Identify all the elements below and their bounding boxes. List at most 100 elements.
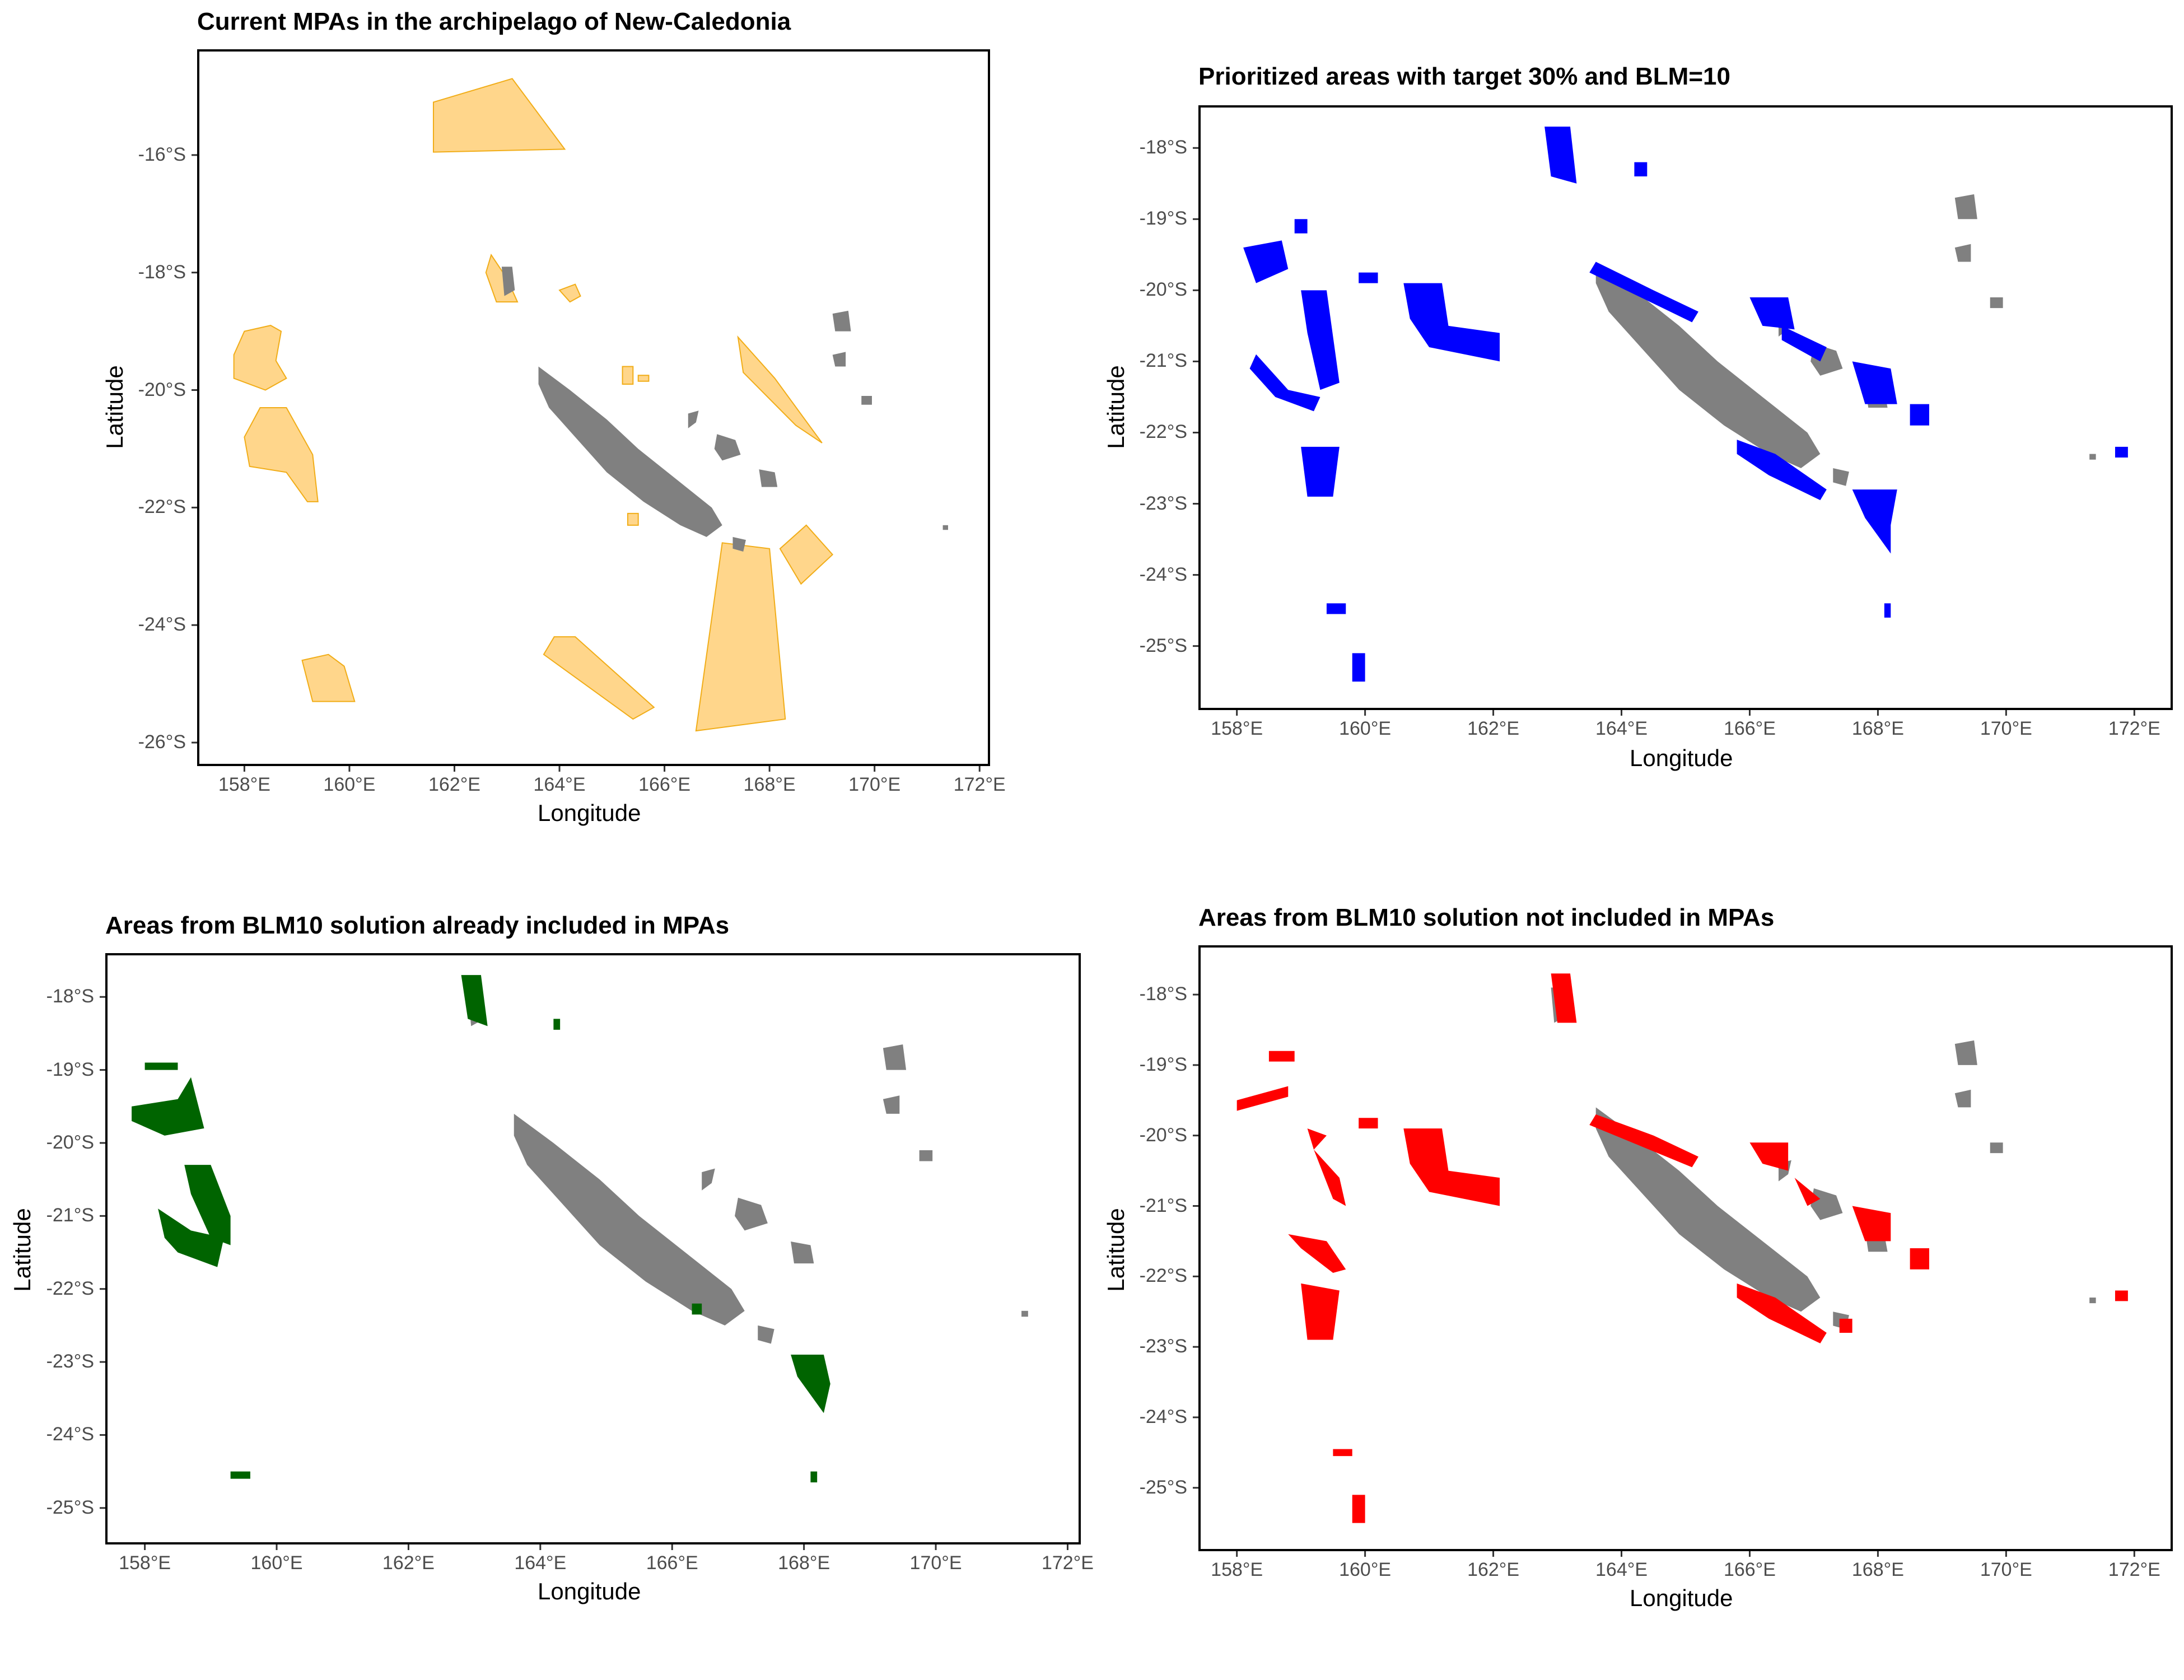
y-tick-label: -25°S [46, 1496, 94, 1518]
x-tick-label: 168°E [1851, 1559, 1904, 1580]
vanuatu-south-2 [1954, 1089, 1971, 1108]
included-area-patch [692, 1303, 702, 1315]
mare-island [759, 469, 778, 487]
not-included-area-patch [1794, 1178, 1821, 1206]
y-tick-label: -19°S [46, 1058, 94, 1080]
mare-island [791, 1241, 814, 1264]
y-tick-label: -25°S [1139, 634, 1187, 656]
x-tick-label: 172°E [1041, 1552, 1094, 1574]
x-tick-label: 170°E [909, 1552, 962, 1574]
prioritized-area-patch [1589, 262, 1698, 323]
y-tick-label: -23°S [1139, 492, 1187, 514]
vanuatu-south-2 [1954, 244, 1971, 262]
x-tick-label: 158°E [218, 774, 270, 795]
prioritized-area-patch [1352, 653, 1365, 682]
y-tick-label: -24°S [1139, 1406, 1187, 1427]
ouvea-island [702, 1168, 715, 1191]
y-tick-label: -24°S [1139, 563, 1187, 585]
vanuatu-south-1 [1954, 194, 1977, 220]
y-tick-label: -21°S [1139, 1194, 1187, 1216]
x-tick-label: 170°E [1980, 1559, 2032, 1580]
map-frame [1198, 945, 2173, 1551]
y-tick-label: -20°S [138, 379, 186, 400]
x-tick-label: 164°E [1595, 1559, 1648, 1580]
lifou-island [1810, 1188, 1843, 1220]
y-tick-label: -20°S [1139, 279, 1187, 301]
x-tick-label: 160°E [1339, 718, 1392, 739]
prioritized-area-patch [2115, 446, 2128, 458]
included-area-patch [144, 1062, 178, 1070]
y-tick-label: -20°S [1139, 1124, 1187, 1146]
y-tick-label: -20°S [46, 1131, 94, 1153]
included-area-patch [230, 1471, 250, 1479]
isle-of-pines [732, 536, 746, 552]
x-tick-label: 166°E [638, 774, 691, 795]
y-tick-label: -22°S [1139, 1265, 1187, 1287]
y-tick-label: -22°S [1139, 421, 1187, 443]
not-included-area-patch [1314, 1149, 1346, 1206]
grande-terre-island [538, 366, 722, 537]
y-tick-label: -19°S [1139, 208, 1187, 230]
mpa-polygon [637, 375, 650, 382]
prioritized-area-patch [1294, 219, 1308, 234]
entrecasteaux-reef [501, 267, 515, 296]
not-included-area-patch [1589, 1114, 1698, 1168]
ouvea-island [688, 410, 699, 428]
mpa-polygon [627, 512, 639, 526]
prioritized-area-patch [1910, 404, 1929, 426]
x-tick-label: 172°E [953, 774, 1006, 795]
x-tick-label: 164°E [514, 1552, 567, 1574]
x-tick-label: 158°E [1211, 718, 1263, 739]
x-tick-label: 172°E [2108, 1559, 2160, 1580]
vanuatu-south-1 [832, 310, 851, 332]
included-area-patch [184, 1165, 231, 1245]
isle-of-pines [1833, 468, 1849, 486]
x-tick-label: 170°E [1980, 718, 2032, 739]
mpa-polygon [779, 524, 834, 585]
mpa-polygon [737, 335, 823, 444]
not-included-area-patch [1403, 1128, 1500, 1206]
prioritized-area-patch [1301, 446, 1340, 497]
prioritized-area-patch [1544, 127, 1577, 184]
x-axis-label: Longitude [538, 800, 641, 826]
isle-of-pines [758, 1325, 774, 1344]
y-tick-label: -21°S [46, 1205, 94, 1226]
x-tick-label: 162°E [1467, 1559, 1520, 1580]
not-included-area-patch [1359, 1118, 1378, 1129]
y-tick-label: -21°S [1139, 350, 1187, 372]
y-tick-label: -23°S [46, 1351, 94, 1373]
x-axis-label: Longitude [1630, 745, 1733, 771]
matthew-island [942, 525, 948, 530]
not-included-area-patch [1352, 1495, 1365, 1523]
not-included-area-patch [2115, 1290, 2128, 1301]
x-tick-label: 160°E [323, 774, 376, 795]
grande-terre-island [1595, 1107, 1821, 1312]
included-area-patch [461, 975, 488, 1026]
x-tick-label: 162°E [428, 774, 480, 795]
y-tick-label: -23°S [1139, 1336, 1187, 1357]
y-tick-label: -24°S [46, 1424, 94, 1445]
y-tick-label: -22°S [138, 496, 186, 518]
not-included-area-patch [1737, 1283, 1827, 1343]
not-included-area-patch [1852, 1206, 1891, 1242]
x-tick-label: 158°E [119, 1552, 171, 1574]
y-tick-label: -18°S [1139, 983, 1187, 1005]
map-frame [197, 49, 990, 766]
panel-title: Prioritized areas with target 30% and BL… [1198, 63, 1730, 90]
included-area-patch [810, 1471, 818, 1483]
mpa-polygon [558, 283, 581, 303]
prioritized-area-patch [1243, 240, 1289, 283]
x-axis-label: Longitude [1630, 1585, 1733, 1611]
not-included-area-patch [1236, 1086, 1289, 1111]
included-area-patch [158, 1208, 224, 1267]
y-tick-label: -18°S [1139, 137, 1187, 158]
map-frame [105, 953, 1081, 1544]
prioritized-area-patch [1326, 603, 1346, 614]
prioritized-area-patch [1634, 162, 1648, 177]
panel-title: Areas from BLM10 solution not included i… [1198, 904, 1775, 931]
mpa-polygon [622, 366, 634, 385]
y-tick-label: -18°S [46, 986, 94, 1007]
